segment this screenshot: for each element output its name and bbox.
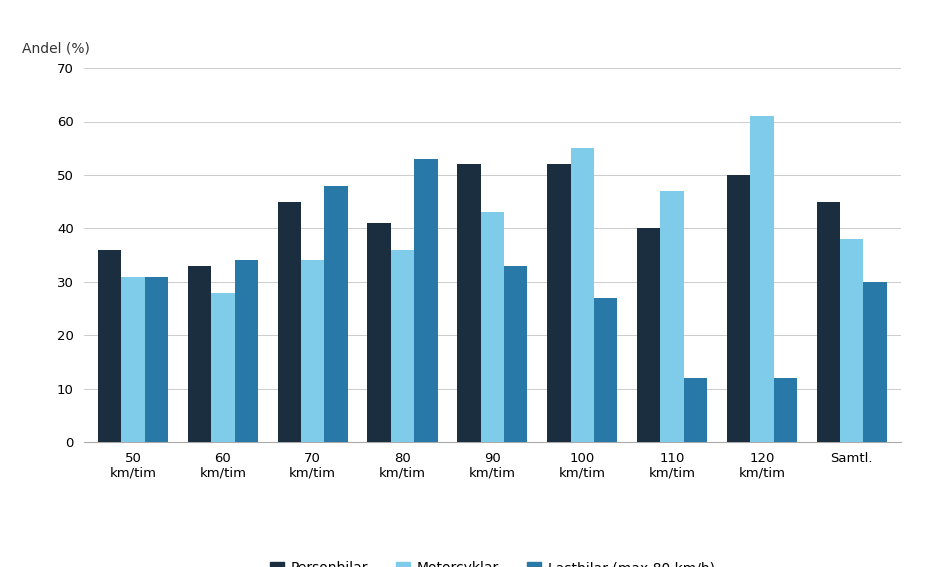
Bar [277, 202, 301, 442]
Bar [97, 250, 122, 442]
Bar [367, 223, 391, 442]
Bar [570, 148, 593, 442]
Bar [211, 293, 234, 442]
Bar [457, 164, 480, 442]
Bar [726, 175, 750, 442]
Text: Andel (%): Andel (%) [22, 42, 90, 56]
Bar [593, 298, 616, 442]
Bar [414, 159, 437, 442]
Bar [187, 266, 211, 442]
Bar [683, 378, 706, 442]
Bar [145, 277, 168, 442]
Bar [816, 202, 839, 442]
Bar [839, 239, 862, 442]
Bar [301, 260, 324, 442]
Bar [234, 260, 258, 442]
Bar [773, 378, 796, 442]
Bar [480, 213, 504, 442]
Bar [391, 250, 414, 442]
Bar [660, 191, 683, 442]
Bar [504, 266, 527, 442]
Bar [862, 282, 886, 442]
Bar [324, 185, 347, 442]
Legend: Personbilar, Motorcyklar, Lastbilar (max 80 km/h): Personbilar, Motorcyklar, Lastbilar (max… [270, 561, 714, 567]
Bar [122, 277, 145, 442]
Bar [547, 164, 570, 442]
Bar [750, 116, 773, 442]
Bar [637, 229, 660, 442]
